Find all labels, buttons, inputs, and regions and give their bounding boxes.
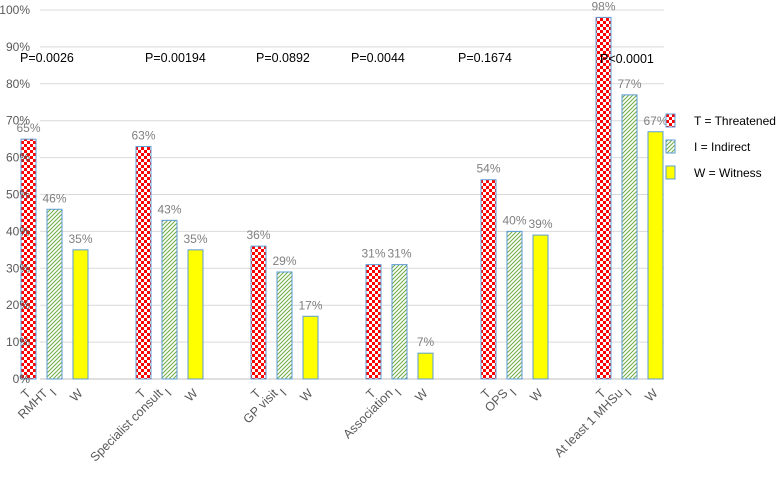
data-label: 39% xyxy=(528,217,552,231)
bar-w xyxy=(647,131,664,380)
p-value-annotation: P=0.0892 xyxy=(256,51,310,65)
bar-t xyxy=(480,179,497,380)
legend-label: W = Witness xyxy=(694,166,762,180)
p-value-annotation: P=0.0026 xyxy=(20,51,74,65)
bar-t xyxy=(595,16,612,380)
bar-i xyxy=(46,208,63,380)
p-value-annotation: P=0.00194 xyxy=(145,51,206,65)
bar-i xyxy=(391,264,408,380)
data-label: 77% xyxy=(617,77,641,91)
p-value-annotation: P=0.1674 xyxy=(458,51,512,65)
category-label: Specialist consult xyxy=(87,386,166,465)
y-tick-label: 0% xyxy=(13,372,31,386)
bar-w xyxy=(302,315,319,380)
bar-tick-label: W xyxy=(412,386,430,404)
legend: T = Threatened I = Indirect W = Witness xyxy=(665,113,776,180)
bar-t xyxy=(20,138,37,380)
legend-swatch-i xyxy=(665,139,676,154)
y-tick-label: 40% xyxy=(6,224,30,238)
y-tick-label: 30% xyxy=(6,261,30,275)
bar-t xyxy=(365,264,382,380)
data-label: 31% xyxy=(361,247,385,261)
legend-swatch-w xyxy=(665,165,676,180)
y-tick-label: 90% xyxy=(6,40,30,54)
y-tick-label: 100% xyxy=(0,3,30,17)
legend-label: T = Threatened xyxy=(694,114,776,128)
bar-t xyxy=(250,245,267,380)
legend-swatch-t xyxy=(665,113,676,128)
data-label: 17% xyxy=(298,298,322,312)
legend-label: I = Indirect xyxy=(694,140,751,154)
bar-i xyxy=(276,271,293,380)
data-label: 63% xyxy=(131,129,155,143)
bar-tick-label: W xyxy=(527,386,545,404)
y-tick-label: 70% xyxy=(6,114,30,128)
category-label: At least 1 MHSu xyxy=(552,386,626,460)
p-value-annotation: P=0.0044 xyxy=(351,51,405,65)
bar-i xyxy=(161,219,178,380)
data-label: 98% xyxy=(591,0,615,13)
y-tick-label: 60% xyxy=(6,151,30,165)
bar-t xyxy=(135,146,152,380)
data-label: 46% xyxy=(42,191,66,205)
y-tick-label: 10% xyxy=(6,335,30,349)
data-label: 7% xyxy=(417,335,435,349)
data-label: 35% xyxy=(68,232,92,246)
data-label: 31% xyxy=(387,247,411,261)
y-tick-label: 80% xyxy=(6,77,30,91)
bar-i xyxy=(621,94,638,380)
data-label: 35% xyxy=(183,232,207,246)
bar-tick-label: W xyxy=(67,386,85,404)
y-tick-label: 20% xyxy=(6,298,30,312)
data-label: 40% xyxy=(502,213,526,227)
bar-tick-label: W xyxy=(182,386,200,404)
bar-tick-label: W xyxy=(297,386,315,404)
bar-w xyxy=(417,352,434,380)
category-label: GP visit xyxy=(240,386,281,427)
y-tick-label: 50% xyxy=(6,188,30,202)
bar-w xyxy=(187,249,204,380)
data-label: 43% xyxy=(157,202,181,216)
bar-i xyxy=(506,230,523,380)
p-value-annotation: P<0.0001 xyxy=(600,52,654,66)
data-label: 54% xyxy=(476,162,500,176)
data-label: 29% xyxy=(272,254,296,268)
data-label: 67% xyxy=(643,114,667,128)
bar-tick-label: W xyxy=(642,386,660,404)
data-label: 36% xyxy=(246,228,270,242)
bar-w xyxy=(72,249,89,380)
bar-w xyxy=(532,234,549,380)
data-label: 65% xyxy=(16,121,40,135)
